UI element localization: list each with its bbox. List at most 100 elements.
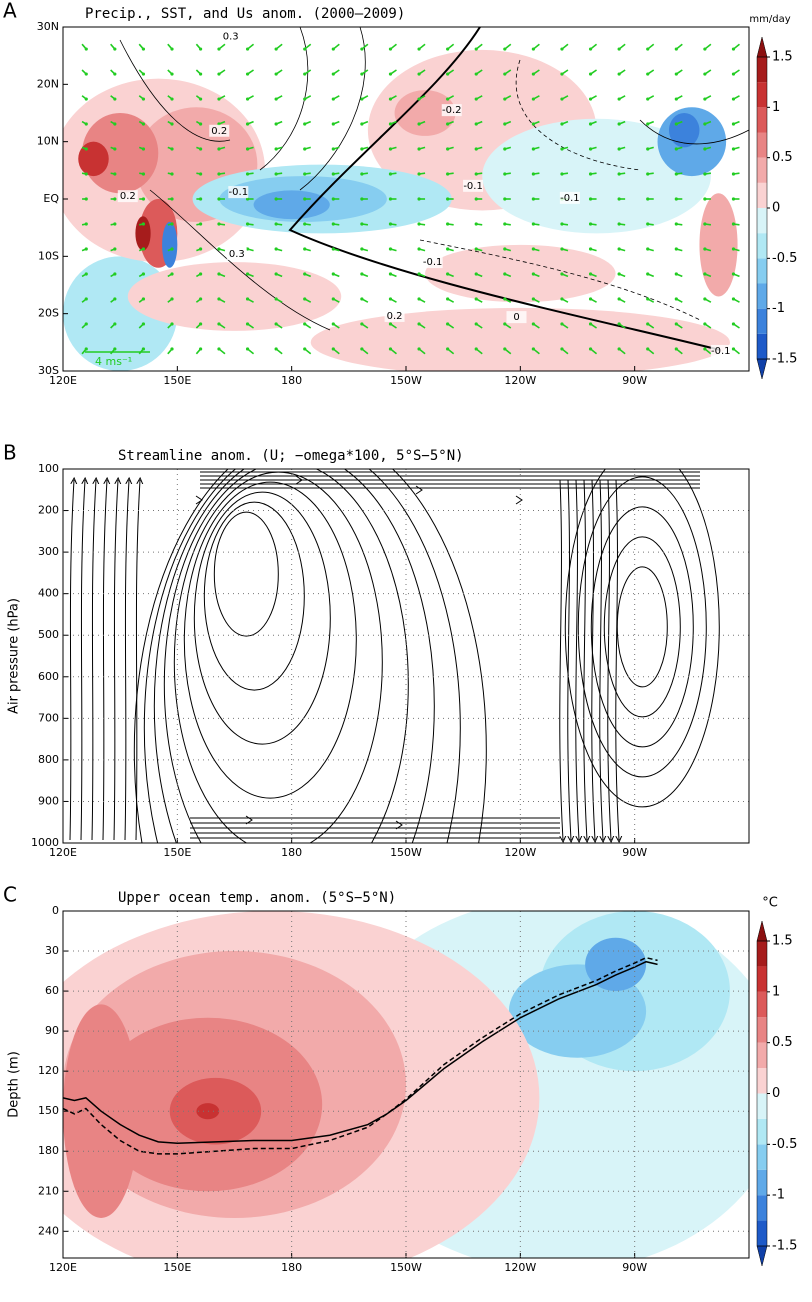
wind-vector-head (731, 197, 736, 201)
colorbar-label: -1 (772, 1188, 785, 1203)
wind-vector-head (113, 322, 117, 326)
plot-frame (62, 910, 750, 1259)
wind-vector-head (703, 322, 707, 326)
wind-vector-head (274, 247, 278, 251)
contour-label-bg (441, 104, 462, 117)
wind-vector-head (446, 122, 450, 126)
wind-vector-head (503, 297, 507, 301)
colorbar-label: 0.5 (772, 150, 793, 165)
colorbar-band (757, 182, 767, 208)
y-axis-label: Air pressure (hPa) (7, 598, 22, 714)
wind-vector-head (531, 47, 535, 51)
wind-vector-head (560, 147, 564, 151)
wind-vector-head (531, 297, 535, 301)
colorbar-label: 1.5 (772, 50, 793, 65)
wind-vector-head (646, 122, 650, 126)
precip-shade (135, 216, 151, 251)
wind-vector-head (731, 247, 736, 251)
y-tick-label: 100 (38, 462, 59, 475)
wind-vector-head (331, 247, 335, 251)
wind-vector-head (170, 247, 174, 251)
streamline (153, 469, 435, 843)
precip-shade (668, 113, 700, 148)
wind-vector-head (84, 72, 88, 76)
x-tick-label: 150W (390, 846, 422, 859)
wind-vector-head (360, 197, 364, 201)
wind-vector-head (303, 122, 307, 126)
colorbar-band (757, 57, 767, 83)
wind-vector-head (388, 347, 393, 351)
wind-vector-head (560, 272, 564, 276)
wind-vector-head (560, 322, 564, 326)
contour-label-bg (506, 311, 527, 324)
wind-vector-head (731, 172, 736, 176)
wind-vector-head (531, 197, 535, 201)
wind-vector-head (474, 222, 478, 226)
plot-background (63, 469, 749, 843)
wind-vector-head (303, 197, 307, 201)
contour-label-bg (117, 190, 138, 203)
wind-vector-head (617, 297, 621, 301)
wind-vector-head (113, 72, 117, 76)
wind-vector-head (217, 347, 221, 351)
contour-label: 0.2 (211, 126, 227, 137)
vector-key-label: 4 ms⁻¹ (95, 355, 132, 368)
wind-vector-head (331, 47, 335, 51)
colorbar-label: -0.5 (772, 1137, 797, 1152)
wind-vector-head (731, 122, 736, 126)
colorbar-end (756, 36, 768, 58)
wind-vector-head (113, 147, 117, 151)
wind-vector-head (217, 172, 221, 176)
wind-vector-head (217, 47, 221, 51)
wind-vector-head (217, 322, 221, 326)
wind-vector-head (303, 247, 307, 251)
contour-label-bg (226, 248, 247, 261)
wind-vector-head (646, 47, 650, 51)
streamline (102, 480, 107, 841)
contour-label: -0.1 (229, 187, 249, 198)
wind-vector-head (274, 297, 278, 301)
wind-vector-head (170, 297, 174, 301)
contour-label: 0 (513, 312, 519, 323)
wind-vector-head (417, 347, 421, 351)
y-tick-label: 200 (38, 504, 59, 517)
wind-vector-head (503, 347, 507, 351)
y-tick-label: 20S (38, 307, 59, 320)
colorbar-unit: mm/day (749, 14, 790, 25)
wind-vector-head (84, 297, 88, 301)
wind-vector-head (646, 147, 650, 151)
wind-vector-head (531, 122, 535, 126)
colorbar-band (757, 132, 767, 158)
wind-vector-head (531, 247, 535, 251)
wind-vector-head (617, 72, 621, 76)
streamline (577, 476, 707, 778)
colorbar-band (757, 1118, 767, 1145)
wind-vector-head (474, 147, 478, 151)
x-tick-label: 180 (281, 374, 302, 387)
wind-vector-head (731, 147, 736, 151)
contour-label-bg (228, 186, 249, 199)
wind-vector-head (588, 272, 593, 276)
wind-vector-head (360, 322, 364, 326)
wind-vector-head (674, 97, 678, 101)
wind-vector-head (446, 72, 450, 76)
x-tick-label: 120E (49, 846, 77, 859)
wind-vector-head (198, 197, 203, 201)
wind-vector-head (474, 322, 478, 326)
wind-vector-head (245, 172, 250, 176)
wind-vector-head (474, 97, 478, 101)
contour-label: 0.3 (223, 32, 239, 43)
wind-vector-head (503, 272, 507, 276)
wind-vector-head (531, 322, 535, 326)
wind-vector-head (703, 222, 707, 226)
wind-vector-head (360, 72, 364, 76)
wind-vector-head (674, 272, 678, 276)
contour-label-bg (463, 179, 484, 192)
y-tick-label: 10S (38, 249, 59, 262)
streamline (616, 566, 668, 688)
thermocline-line (63, 960, 658, 1144)
wind-vector-head (331, 322, 335, 326)
wind-vector-head (417, 272, 421, 276)
contour-label: -0.1 (423, 257, 443, 268)
contour-label-bg (209, 124, 230, 137)
